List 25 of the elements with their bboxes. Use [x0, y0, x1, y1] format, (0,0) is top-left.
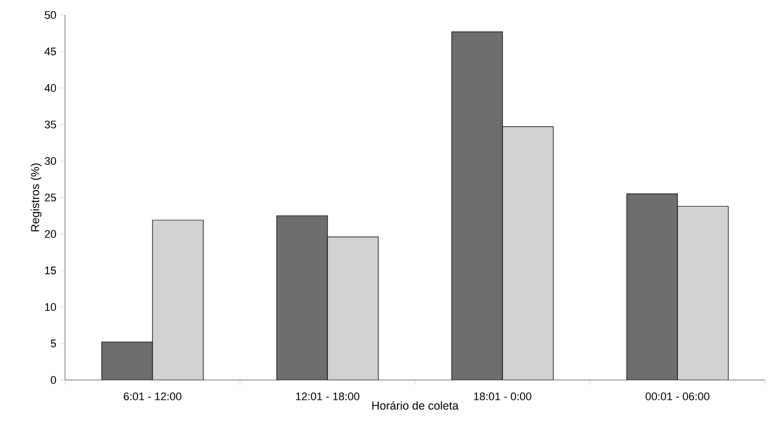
y-tick-label: 35 [44, 120, 56, 128]
bar [452, 32, 503, 380]
bar [626, 194, 678, 380]
bar [502, 126, 554, 380]
y-tick-label: 30 [44, 157, 56, 165]
x-tick-label: 00:01 - 06:00 [646, 392, 710, 400]
bar [102, 342, 153, 380]
bar [677, 206, 729, 380]
bar [152, 220, 204, 380]
y-tick-label: 10 [45, 303, 56, 311]
y-tick-label: 45 [44, 48, 56, 56]
x-tick-label: 6:01 - 12:00 [124, 392, 182, 400]
y-tick-label: 5 [50, 340, 56, 348]
y-tick-label: 50 [44, 11, 56, 19]
y-tick-label: 0 [50, 376, 56, 384]
y-tick-label: 40 [44, 84, 56, 92]
y-axis-title: Registros (%) [30, 164, 42, 232]
bar [276, 216, 328, 380]
y-tick-label: 15 [45, 266, 56, 274]
x-axis-title: Horário de coleta [372, 401, 459, 410]
y-tick-label: 20 [44, 230, 56, 238]
x-tick-label: 18:01 - 0:00 [474, 392, 532, 400]
y-tick-label: 25 [44, 194, 56, 202]
x-tick-label: 12:01 - 18:00 [296, 392, 360, 400]
bar [328, 236, 378, 380]
